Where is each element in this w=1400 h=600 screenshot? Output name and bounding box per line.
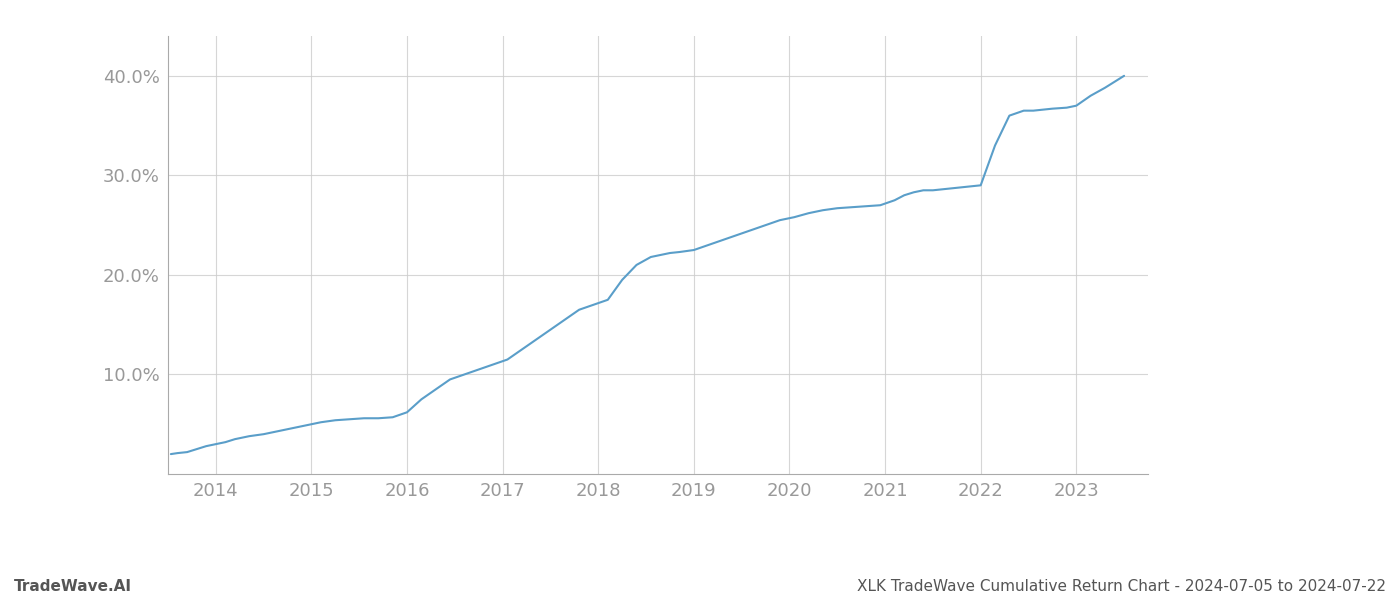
Text: TradeWave.AI: TradeWave.AI	[14, 579, 132, 594]
Text: XLK TradeWave Cumulative Return Chart - 2024-07-05 to 2024-07-22: XLK TradeWave Cumulative Return Chart - …	[857, 579, 1386, 594]
